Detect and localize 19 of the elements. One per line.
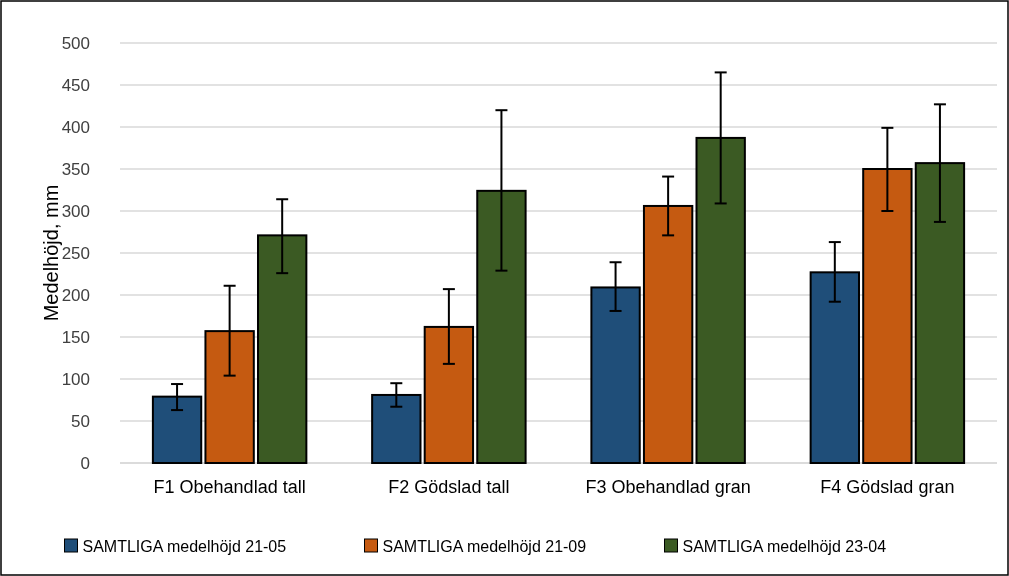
y-tick-label: 250 — [61, 243, 90, 263]
y-tick-label: 0 — [80, 453, 90, 473]
y-tick-label: 500 — [61, 33, 90, 53]
y-tick-label: 100 — [61, 369, 90, 389]
legend-label: SAMTLIGA medelhöjd 23-04 — [682, 537, 887, 555]
y-tick-label: 50 — [71, 411, 90, 431]
y-tick-label: 150 — [61, 327, 90, 347]
y-tick-label: 200 — [61, 285, 90, 305]
x-tick-label: F4 Gödslad gran — [820, 477, 955, 497]
y-axis-title: Medelhöjd, mm — [40, 184, 62, 322]
x-tick-label: F3 Obehandlad gran — [585, 477, 751, 497]
x-tick-label: F1 Obehandlad tall — [153, 477, 306, 497]
y-tick-label: 450 — [61, 75, 90, 95]
y-tick-label: 300 — [61, 201, 90, 221]
legend-label: SAMTLIGA medelhöjd 21-09 — [382, 537, 587, 555]
legend-label: SAMTLIGA medelhöjd 21-05 — [82, 537, 287, 555]
x-tick-label: F2 Gödslad tall — [388, 477, 510, 497]
y-tick-label: 400 — [61, 117, 90, 137]
y-tick-label: 350 — [61, 159, 90, 179]
